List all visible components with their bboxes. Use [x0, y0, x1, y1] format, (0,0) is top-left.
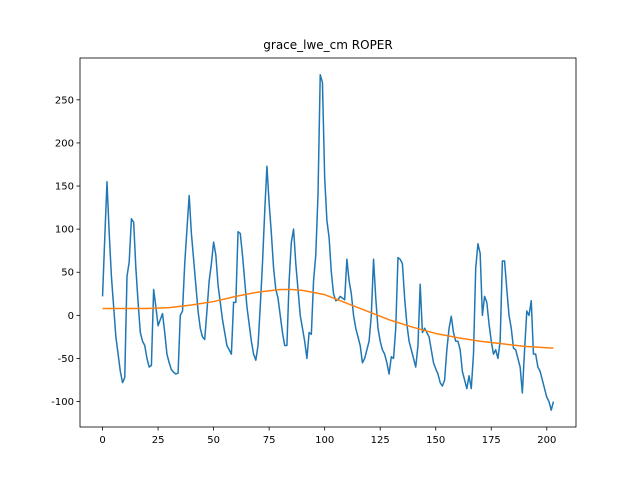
data-line: [101, 74, 555, 411]
x-tick-label: 125: [371, 435, 390, 446]
data-line: [102, 288, 554, 349]
x-tick-label: 25: [152, 435, 165, 446]
x-tick-label: 75: [263, 435, 276, 446]
y-tick-label: 150: [55, 182, 74, 193]
y-tick-label: -50: [58, 354, 74, 365]
chart-title: grace_lwe_cm ROPER: [263, 38, 392, 52]
y-tick-label: 100: [55, 225, 74, 236]
y-tick-label: 250: [55, 95, 74, 106]
y-tick-label: 0: [68, 311, 74, 322]
plot-frame: [79, 57, 577, 428]
y-tick-label: 50: [61, 268, 74, 279]
y-tick-label: 200: [55, 138, 74, 149]
x-tick-label: 50: [207, 435, 220, 446]
x-tick-label: 100: [315, 435, 334, 446]
x-tick-label: 200: [537, 435, 556, 446]
y-tick-label: -100: [51, 397, 74, 408]
x-tick-label: 150: [426, 435, 445, 446]
x-tick-label: 175: [482, 435, 501, 446]
x-tick-label: 0: [99, 435, 105, 446]
